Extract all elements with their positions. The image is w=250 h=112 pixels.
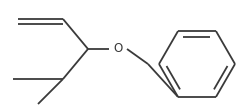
Text: O: O xyxy=(113,42,122,55)
